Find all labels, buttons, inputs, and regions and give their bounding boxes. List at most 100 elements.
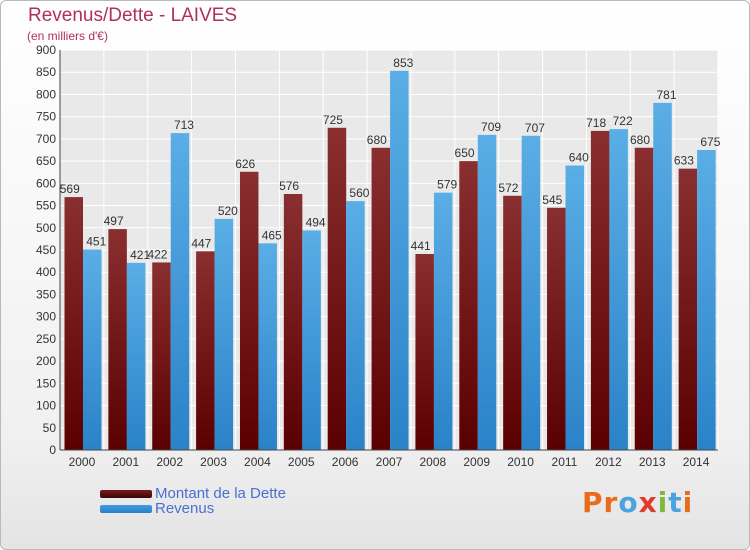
- data-label-revenus: 465: [262, 228, 282, 242]
- y-tick-label: 550: [36, 199, 56, 213]
- data-label-dette: 572: [498, 181, 518, 195]
- bar-revenus: [697, 150, 716, 450]
- y-tick-label: 850: [36, 65, 56, 79]
- x-tick-label: 2003: [200, 455, 227, 469]
- bar-revenus: [302, 230, 321, 450]
- bar-dette: [547, 207, 566, 450]
- data-label-revenus: 579: [437, 178, 457, 192]
- y-tick-label: 750: [36, 110, 56, 124]
- data-label-revenus: 713: [174, 118, 194, 132]
- bar-revenus: [346, 201, 365, 450]
- bar-dette: [239, 171, 259, 450]
- data-label-revenus: 421: [130, 248, 150, 262]
- y-tick-label: 650: [36, 154, 56, 168]
- data-label-revenus: 451: [86, 235, 106, 249]
- data-label-revenus: 709: [481, 120, 501, 134]
- y-tick-label: 150: [36, 376, 56, 390]
- bar-revenus: [83, 249, 102, 450]
- bar-dette: [64, 197, 83, 450]
- y-tick-label: 800: [36, 87, 56, 101]
- x-tick-label: 2012: [595, 455, 622, 469]
- bar-revenus: [653, 102, 672, 450]
- logo-letter: x: [638, 486, 658, 519]
- data-label-dette: 576: [279, 179, 299, 193]
- bar-revenus: [477, 134, 497, 450]
- x-tick-label: 2010: [507, 455, 534, 469]
- bar-revenus: [258, 243, 277, 450]
- bar-dette: [503, 195, 522, 450]
- x-tick-label: 2014: [683, 455, 710, 469]
- bar-revenus: [126, 262, 146, 450]
- x-tick-label: 2004: [244, 455, 271, 469]
- y-tick-label: 200: [36, 354, 56, 368]
- data-label-dette: 569: [60, 182, 80, 196]
- x-tick-label: 2009: [463, 455, 490, 469]
- legend-swatch-dette: [100, 490, 152, 498]
- data-label-revenus: 560: [349, 186, 369, 200]
- bar-dette: [678, 168, 698, 450]
- y-tick-label: 600: [36, 176, 56, 190]
- y-tick-label: 450: [36, 243, 56, 257]
- bar-revenus: [565, 165, 585, 451]
- bar-revenus: [214, 218, 234, 450]
- data-label-revenus: 640: [569, 151, 589, 165]
- data-label-revenus: 675: [700, 135, 720, 149]
- chart-title: Revenus/Dette - LAIVES: [28, 5, 238, 26]
- logo-letter: t: [668, 486, 683, 519]
- x-tick-label: 2006: [332, 455, 359, 469]
- bar-dette: [415, 254, 434, 450]
- data-label-revenus: 494: [306, 215, 326, 229]
- data-label-dette: 718: [586, 116, 606, 130]
- data-label-dette: 441: [411, 239, 431, 253]
- bar-dette: [108, 229, 127, 450]
- chart-subtitle: (en milliers d'€): [27, 29, 108, 43]
- proxiti-logo: Proxiti: [582, 486, 693, 519]
- x-tick-label: 2013: [639, 455, 666, 469]
- x-tick-label: 2011: [552, 455, 578, 469]
- data-label-revenus: 520: [218, 204, 238, 218]
- logo-letter: o: [618, 486, 639, 519]
- y-tick-label: 0: [49, 443, 56, 457]
- data-label-dette: 447: [191, 236, 211, 250]
- y-tick-label: 300: [36, 310, 56, 324]
- data-label-dette: 633: [674, 154, 694, 168]
- data-label-dette: 680: [367, 133, 387, 147]
- data-label-dette: 680: [630, 133, 650, 147]
- data-label-dette: 650: [455, 146, 475, 160]
- bar-dette: [283, 194, 303, 450]
- y-tick-label: 50: [43, 421, 57, 435]
- data-label-dette: 725: [323, 113, 343, 127]
- data-label-dette: 497: [104, 214, 124, 228]
- bar-revenus: [609, 129, 628, 450]
- legend-swatch-revenus: [100, 505, 152, 513]
- x-tick-label: 2002: [156, 455, 183, 469]
- y-tick-label: 100: [36, 399, 56, 413]
- y-tick-label: 250: [36, 332, 56, 346]
- data-label-dette: 626: [235, 157, 255, 171]
- bar-dette: [327, 127, 347, 451]
- bar-dette: [634, 147, 654, 450]
- bar-revenus: [521, 135, 541, 450]
- logo-letter: r: [603, 486, 619, 519]
- x-tick-label: 2000: [69, 455, 96, 469]
- bar-revenus: [433, 192, 453, 450]
- legend-label-revenus: Revenus: [155, 500, 215, 517]
- x-tick-label: 2007: [376, 455, 403, 469]
- bar-revenus: [390, 70, 409, 450]
- bar-revenus: [170, 133, 190, 450]
- x-tick-label: 2001: [112, 455, 139, 469]
- logo-letter: P: [582, 486, 604, 519]
- y-tick-label: 500: [36, 221, 56, 235]
- x-tick-label: 2005: [288, 455, 315, 469]
- logo-letter: i: [682, 486, 694, 519]
- bar-dette: [371, 147, 391, 450]
- bar-dette: [590, 130, 610, 450]
- data-label-revenus: 853: [393, 56, 413, 70]
- y-tick-label: 400: [36, 265, 56, 279]
- y-tick-label: 900: [36, 43, 56, 57]
- logo-letter: i: [657, 486, 669, 519]
- legend-label-dette: Montant de la Dette: [155, 485, 286, 502]
- x-tick-label: 2008: [420, 455, 447, 469]
- data-label-dette: 422: [147, 247, 167, 261]
